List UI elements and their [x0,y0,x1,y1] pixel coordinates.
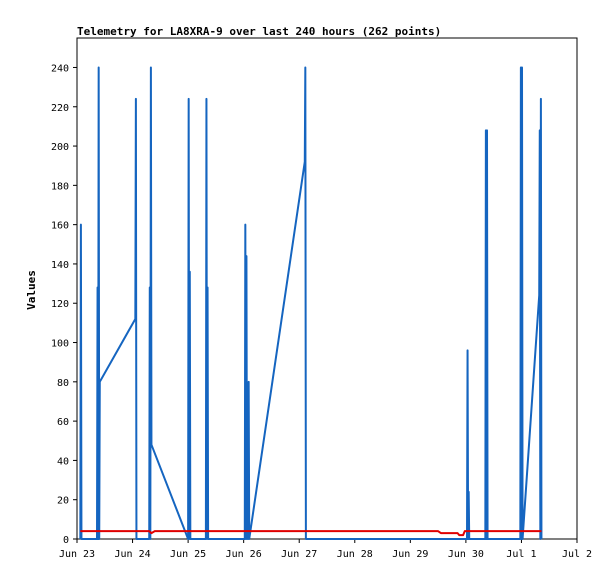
x-tick-label: Jun 29 [392,549,428,560]
y-tick-label: 240 [51,63,69,74]
y-axis-label: Values [25,270,38,310]
y-tick-label: 140 [51,260,69,271]
x-tick-label: Jul 1 [506,549,536,560]
x-tick-label: Jun 25 [170,549,206,560]
y-tick-label: 40 [57,456,69,467]
y-tick-label: 60 [57,417,69,428]
x-tick-label: Jun 23 [59,549,95,560]
plot-area: 0 20 40 60 80 100 120 140 160 180 200 220 240 Jun 23 J… [51,37,592,560]
chart-title: Telemetry for LA8XRA-9 over last 240 hou… [77,25,441,38]
series-line-1 [79,66,543,540]
y-tick-label: 0 [63,535,69,546]
x-tick-label: Jun 27 [281,549,317,560]
x-tick-label: Jul 2 [562,549,592,560]
x-tick-label: Jun 26 [226,549,262,560]
y-tick-label: 20 [57,496,69,507]
y-tick-label: 180 [51,181,69,192]
x-tick-label: Jun 28 [337,549,373,560]
y-tick-label: 220 [51,103,69,114]
series-line-2 [80,530,542,537]
y-tick-label: 200 [51,142,69,153]
x-tick-label: Jun 24 [114,549,150,560]
y-tick-label: 160 [51,221,69,232]
y-tick-label: 100 [51,339,69,350]
y-tick-label: 80 [57,378,69,389]
y-tick-label: 120 [51,299,69,310]
x-tick-label: Jun 30 [448,549,484,560]
